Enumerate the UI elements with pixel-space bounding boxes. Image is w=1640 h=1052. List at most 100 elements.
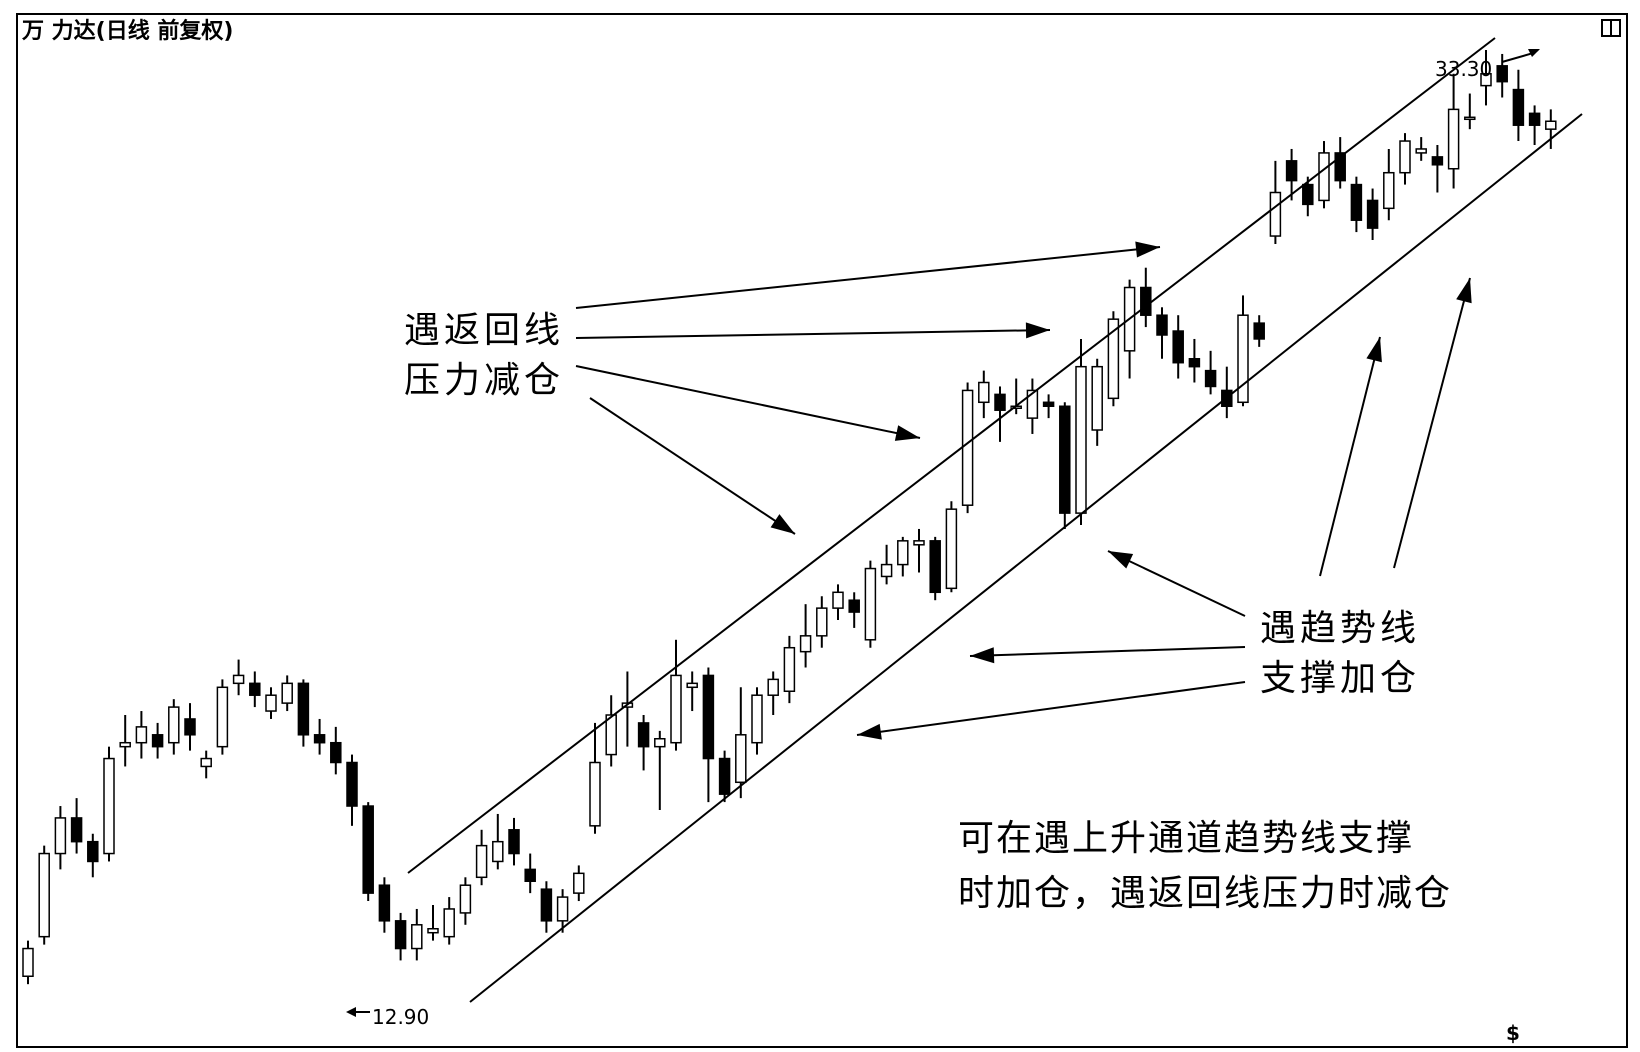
candle-up xyxy=(686,682,698,689)
annotation-arrow xyxy=(1319,336,1381,577)
candle-up xyxy=(135,726,148,744)
candle-down xyxy=(313,734,326,744)
candle-up xyxy=(556,896,569,922)
candle-up xyxy=(1464,116,1476,121)
candle-down xyxy=(637,722,650,748)
candle-up xyxy=(1318,152,1330,202)
candle-down xyxy=(249,682,261,696)
candle-up xyxy=(1480,73,1492,87)
chart-border xyxy=(16,13,1628,1048)
candle-up xyxy=(1383,171,1395,210)
candle-down xyxy=(1188,358,1201,368)
candle-up xyxy=(1026,389,1039,419)
candle-up xyxy=(978,381,990,404)
candle-up xyxy=(670,674,682,744)
candle-up xyxy=(1091,365,1103,431)
candle-down xyxy=(346,761,358,807)
candle-up xyxy=(168,706,180,744)
candle-down xyxy=(508,829,520,855)
candle-up xyxy=(103,757,115,855)
bottom-marker: $ xyxy=(1506,1021,1520,1045)
resistance-annotation-line2: 压力减仓 xyxy=(404,360,564,401)
candle-down xyxy=(330,741,342,764)
candle-up xyxy=(783,646,796,692)
candle-down xyxy=(718,757,731,795)
candle-up xyxy=(38,852,50,938)
candle-up xyxy=(475,844,488,879)
candle-down xyxy=(540,888,553,922)
candle-up xyxy=(913,540,925,546)
annotation-arrowhead xyxy=(970,647,995,664)
candle-up xyxy=(799,635,812,653)
candle-up xyxy=(443,908,455,938)
candle-down xyxy=(151,734,164,748)
candle-up xyxy=(1075,365,1087,514)
candle-up xyxy=(605,714,617,756)
candle-up xyxy=(411,924,423,950)
candle-up xyxy=(1399,140,1411,174)
candle-down xyxy=(1285,160,1298,182)
candle-up xyxy=(832,591,844,609)
candle-up xyxy=(200,757,212,768)
candle-down xyxy=(297,682,310,736)
candle-down xyxy=(1350,183,1363,221)
note-line1: 可在遇上升通道趋势线支撑 xyxy=(958,818,1414,859)
candle-up xyxy=(961,389,974,506)
candle-up xyxy=(1269,191,1282,237)
annotation-arrowhead xyxy=(1366,337,1382,363)
candle-up xyxy=(864,567,877,641)
return-line xyxy=(407,37,1496,874)
candle-up xyxy=(1545,120,1557,130)
candle-down xyxy=(1059,405,1071,514)
candle-up xyxy=(751,694,763,744)
candle-up xyxy=(1107,318,1120,400)
candle-down xyxy=(848,599,860,613)
candle-up xyxy=(897,540,909,566)
annotation-arrowhead xyxy=(1025,322,1050,339)
candle-down xyxy=(184,718,196,736)
candle-up xyxy=(735,734,747,784)
candle-up xyxy=(654,738,666,748)
low-price-label: 12.90 xyxy=(372,1005,429,1029)
candle-up xyxy=(573,872,585,894)
candle-down xyxy=(1431,156,1444,166)
annotation-arrowhead xyxy=(1108,551,1134,569)
candle-down xyxy=(1528,112,1541,126)
annotation-arrowhead xyxy=(857,723,882,740)
chart-title: 万 力达(日线 前复权) xyxy=(21,18,233,44)
high-price-label: 33.30 xyxy=(1435,57,1492,81)
candle-down xyxy=(378,884,391,922)
annotation-arrowhead xyxy=(770,514,795,534)
note-line2: 时加仓，遇返回线压力时减仓 xyxy=(958,873,1452,914)
annotation-arrow xyxy=(575,329,1051,339)
candle-up xyxy=(880,563,893,578)
candle-down xyxy=(1140,286,1152,316)
annotation-arrowhead xyxy=(1135,241,1160,258)
candle-up xyxy=(216,686,229,748)
candle-down xyxy=(994,393,1006,411)
candle-down xyxy=(1042,401,1055,407)
candle-up xyxy=(281,682,293,704)
candle-up xyxy=(1237,314,1249,404)
candle-down xyxy=(1496,65,1508,83)
candle-up xyxy=(1415,148,1427,154)
support-annotation-line1: 遇趋势线 xyxy=(1260,608,1420,649)
candles-layer xyxy=(22,50,1557,985)
candle-down xyxy=(87,840,99,863)
candle-down xyxy=(1156,314,1168,336)
annotation-arrow xyxy=(969,646,1246,657)
support-annotation-line2: 支撑加仓 xyxy=(1260,658,1420,699)
candle-down xyxy=(1204,369,1217,388)
candle-down xyxy=(1334,152,1346,182)
candle-up xyxy=(119,741,131,748)
resistance-annotation-line1: 遇返回线 xyxy=(404,310,564,351)
annotation-arrow xyxy=(575,246,1161,309)
candle-up xyxy=(265,694,277,712)
annotation-arrowhead xyxy=(894,425,920,441)
annotation-arrow xyxy=(575,365,921,439)
low-price-arrowhead xyxy=(346,1007,356,1017)
annotation-arrow xyxy=(1393,277,1471,569)
candle-up xyxy=(492,840,504,863)
trend-line xyxy=(469,113,1583,1003)
